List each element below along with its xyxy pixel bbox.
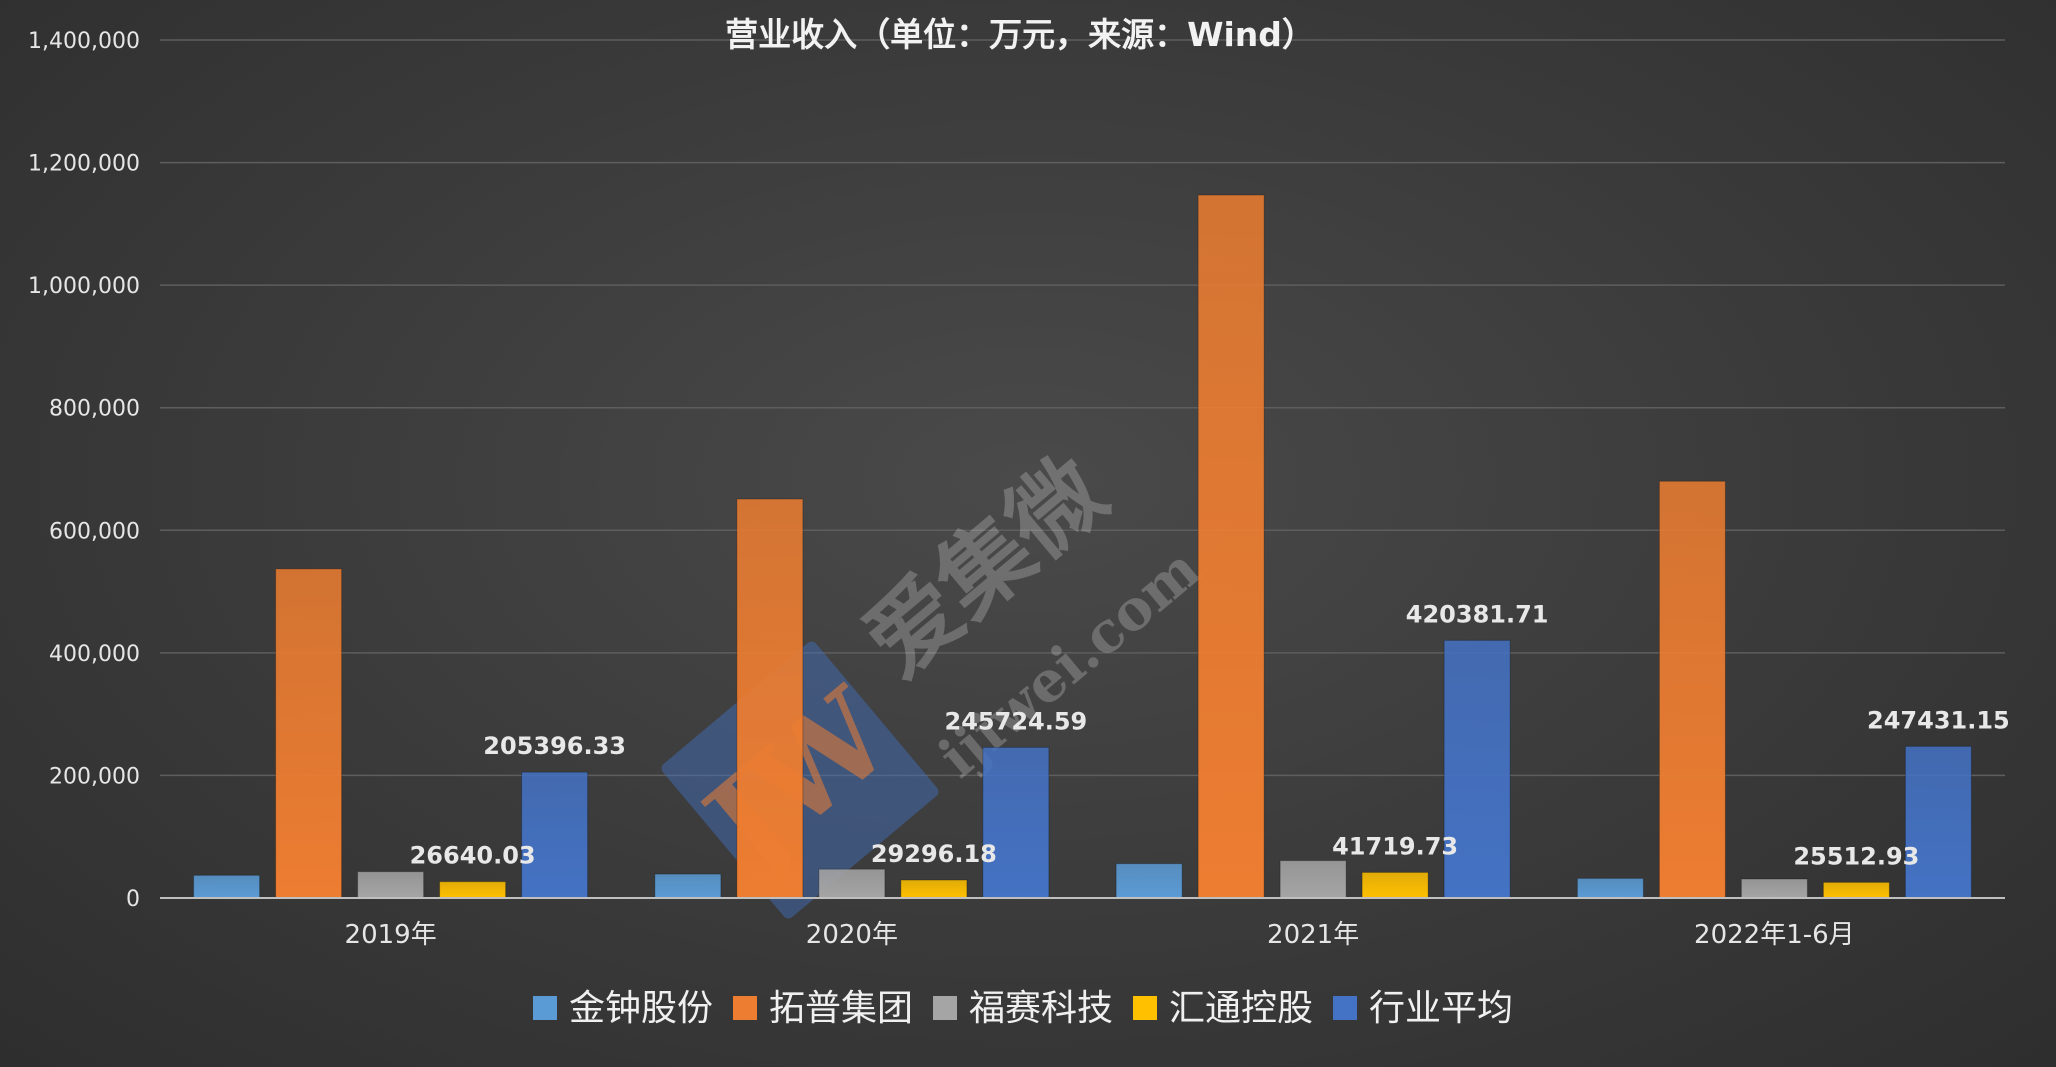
legend-swatch [1333,996,1357,1020]
y-tick-label: 200,000 [49,764,140,789]
legend-swatch [733,996,757,1020]
legend-swatch [1133,996,1157,1020]
legend-swatch [933,996,957,1020]
y-tick-label: 0 [126,887,140,912]
bar-5-4 [1904,745,1972,899]
data-label: 41719.73 [1332,832,1458,860]
bar-2-4 [1658,480,1726,899]
data-label: 29296.18 [871,840,997,868]
data-label: 25512.93 [1793,842,1919,870]
data-label: 26640.03 [410,842,536,870]
x-category-label: 2022年1-6月 [1694,920,1855,950]
chart-title: 营业收入（单位：万元，来源：Wind） [725,15,1315,54]
bar-4-1 [439,881,507,899]
y-tick-label: 1,200,000 [28,152,140,177]
legend-label: 福赛科技 [969,988,1113,1029]
bar-4-2 [900,879,968,899]
bar-4-4 [1822,881,1890,899]
legend-label: 行业平均 [1369,988,1513,1029]
bar-3-1 [357,871,425,899]
y-tick-label: 400,000 [49,642,140,667]
data-label: 205396.33 [483,732,626,760]
legend: 金钟股份 拓普集团 福赛科技 汇通控股 行业平均 [533,988,1513,1029]
x-category-label: 2020年 [806,920,898,950]
legend-label: 金钟股份 [569,988,713,1029]
bar-4-3 [1361,871,1429,899]
legend-swatch [533,996,557,1020]
y-tick-label: 1,400,000 [28,29,140,54]
bar-1-4 [1576,877,1644,899]
data-label: 420381.71 [1406,600,1549,628]
bar-2-2 [736,498,804,899]
bar-1-3 [1115,863,1183,899]
bar-3-2 [818,868,886,899]
bar-1-1 [193,874,261,899]
data-label: 247431.15 [1867,706,2010,734]
x-category-label: 2019年 [345,920,437,950]
legend-label: 汇通控股 [1169,988,1313,1029]
bar-1-2 [654,873,722,899]
bars [193,194,1972,899]
x-category-label: 2021年 [1267,920,1359,950]
bar-2-1 [275,568,343,899]
data-labels: 26640.03 29296.18 41719.73 25512.93 205396.3… [410,600,2010,870]
gridlines [160,39,2005,777]
axes: 0 200,000 400,000 600,000 800,000 1,000,000 1,… [28,29,2005,950]
bar-5-1 [521,771,589,899]
y-tick-label: 1,000,000 [28,274,140,299]
bar-2-3 [1197,194,1265,899]
bar-5-2 [982,746,1050,899]
y-tick-label: 800,000 [49,397,140,422]
bar-3-3 [1279,860,1347,899]
data-label: 245724.59 [945,707,1088,735]
bar-3-4 [1740,878,1808,899]
bar-5-3 [1443,639,1511,899]
legend-label: 拓普集团 [769,988,913,1029]
y-tick-label: 600,000 [49,519,140,544]
